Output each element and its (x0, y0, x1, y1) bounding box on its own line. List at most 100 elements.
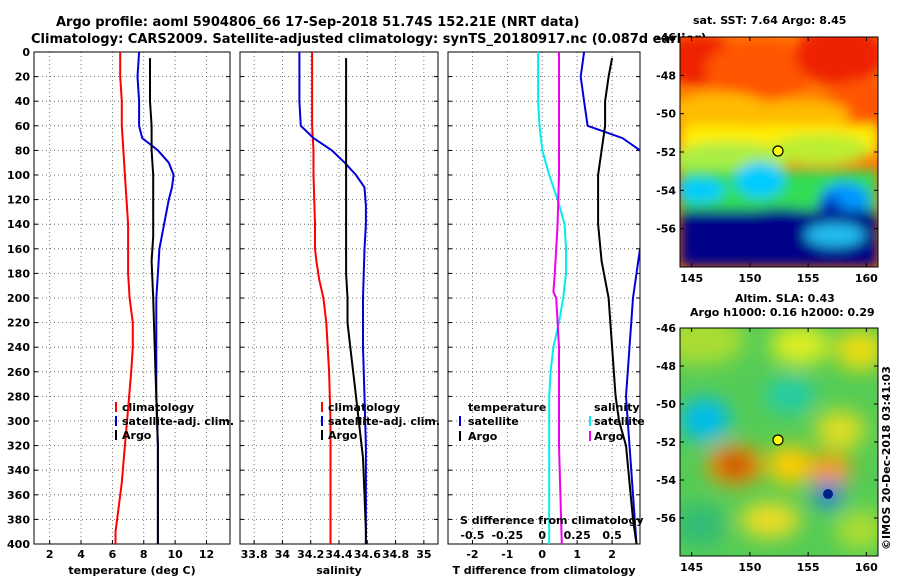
xtick-label: 10 (167, 548, 183, 561)
series-line (298, 52, 367, 544)
legend-temperature-title: temperature (468, 401, 546, 414)
sla-argo-marker (772, 434, 784, 446)
xtick-label: 2 (46, 548, 54, 561)
ytick-label: 220 (7, 317, 30, 330)
saxis-tick-label: 0.5 (602, 529, 622, 542)
map-ytick-label: -54 (656, 184, 676, 197)
plot-frame (33, 51, 231, 545)
xtick-label: 33.8 (241, 548, 268, 561)
legend-entry: satellite (594, 415, 645, 428)
ytick-label: 100 (7, 169, 30, 182)
series-line (597, 57, 638, 544)
map-ytick-label: -52 (656, 436, 676, 449)
map-ytick-label: -46 (656, 31, 676, 44)
ytick-label: 120 (7, 194, 30, 207)
sla-map-axes: 145 150 155 160 -46 -48 -50 -52 -54 -56 (656, 322, 878, 574)
xtick-label: 4 (77, 548, 85, 561)
ytick-label: 240 (7, 341, 30, 354)
map-ytick-label: -56 (656, 223, 676, 236)
map-xtick-label: 150 (738, 561, 761, 574)
saxis-tick-label: 0.25 (564, 529, 591, 542)
difference-panel: -2 -1 0 1 2 T difference from climatology S di… (447, 51, 645, 577)
plot-frame (239, 51, 439, 545)
saxis-tick-label: -0.5 (460, 529, 484, 542)
ytick-label: 180 (7, 267, 30, 280)
sla-map-title: Altim. SLA: 0.43 (735, 292, 835, 305)
ytick-label: 280 (7, 390, 30, 403)
xtick-label: 8 (140, 548, 148, 561)
ytick-label: 260 (7, 366, 30, 379)
map-ytick-label: -50 (656, 398, 676, 411)
xaxis-label: salinity (316, 564, 362, 577)
saxis-tick-label: 0 (538, 529, 546, 542)
ytick-label: 40 (15, 95, 31, 108)
sla-map-subtitle: Argo h1000: 0.16 h2000: 0.29 (690, 306, 875, 319)
xtick-label: 2 (608, 548, 616, 561)
ytick-label: 80 (15, 144, 31, 157)
xtick-label: 35 (416, 548, 431, 561)
title-line2: Climatology: CARS2009. Satellite-adjuste… (31, 32, 707, 47)
series-line (311, 52, 332, 544)
xtick-label: 12 (199, 548, 214, 561)
series-line (149, 58, 159, 544)
series-line (345, 58, 367, 544)
title-line1: Argo profile: aoml 5904806_66 17-Sep-201… (56, 15, 580, 30)
sla-heatmap (680, 328, 878, 556)
series-line (537, 52, 567, 544)
xtick-label: 6 (109, 548, 117, 561)
sst-map-title: sat. SST: 7.64 Argo: 8.45 (693, 14, 846, 27)
salinity-panel: 33.8 34 34.2 34.4 34.6 34.8 35 salinity climatol… (239, 51, 440, 577)
plot-frame (447, 51, 641, 545)
ytick-label: 320 (7, 440, 30, 453)
saxis-label: S difference from climatology (460, 514, 644, 527)
map-xtick-label: 160 (855, 561, 878, 574)
legend-entry: satellite-adj. clim. (122, 415, 234, 428)
series-line (579, 52, 640, 544)
imos-watermark: ©IMOS 20-Dec-2018 03:41:03 (880, 366, 893, 550)
ytick-label: 400 (7, 538, 30, 551)
xtick-label: 1 (573, 548, 581, 561)
sst-map-axes: 145 150 155 160 -46 -48 -50 -52 -54 -56 (656, 31, 878, 285)
series-line (114, 52, 134, 544)
temperature-panel: 0 20 40 60 80 100 120 140 160 180 200 220 240 260 280 3… (7, 46, 234, 577)
ytick-label: 340 (7, 464, 30, 477)
series-line (552, 52, 563, 544)
legend-salinity-title: salinity (594, 401, 640, 414)
xtick-label: -2 (466, 548, 478, 561)
ytick-label: 380 (7, 513, 30, 526)
legend-entry: Argo (328, 429, 358, 442)
legend-entry: Argo (594, 430, 624, 443)
saxis-tick-label: -0.25 (491, 529, 523, 542)
map-ytick-label: -46 (656, 322, 676, 335)
map-ytick-label: -48 (656, 69, 676, 82)
xaxis-label: temperature (deg C) (68, 564, 195, 577)
legend-entry: Argo (468, 430, 498, 443)
sst-argo-marker (772, 145, 784, 157)
ytick-label: 0 (22, 46, 30, 59)
map-ytick-label: -56 (656, 512, 676, 525)
map-ytick-label: -50 (656, 108, 676, 121)
xtick-label: 34.2 (297, 548, 324, 561)
legend-entry: climatology (328, 401, 400, 414)
legend-entry: climatology (122, 401, 194, 414)
xtick-label: -1 (501, 548, 513, 561)
ytick-label: 200 (7, 292, 30, 305)
ytick-label: 360 (7, 489, 30, 502)
xtick-label: 34 (275, 548, 291, 561)
map-xtick-label: 150 (738, 272, 761, 285)
map-ytick-label: -54 (656, 474, 676, 487)
ytick-label: 60 (15, 120, 31, 133)
legend-entry: satellite-adj. clim. (328, 415, 440, 428)
ytick-label: 160 (7, 243, 30, 256)
ytick-label: 300 (7, 415, 30, 428)
map-xtick-label: 155 (797, 561, 820, 574)
xtick-label: 0 (538, 548, 546, 561)
map-xtick-label: 145 (680, 272, 703, 285)
xtick-label: 34.4 (325, 548, 352, 561)
map-ytick-label: -52 (656, 146, 676, 159)
ytick-label: 20 (15, 71, 31, 84)
legend-entry: Argo (122, 429, 152, 442)
xtick-label: 34.8 (382, 548, 409, 561)
xtick-label: 34.6 (354, 548, 381, 561)
